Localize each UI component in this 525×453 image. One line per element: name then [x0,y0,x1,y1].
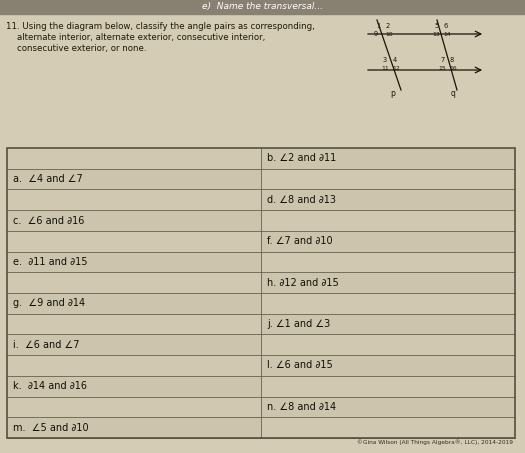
Text: p: p [391,89,395,98]
Text: 2: 2 [386,23,390,29]
Text: 9: 9 [374,31,378,37]
Bar [261,355,515,376]
Text: b. ∠2 and ∂11: b. ∠2 and ∂11 [267,154,336,164]
Text: 10: 10 [385,32,393,37]
Text: 16: 16 [449,66,457,71]
Bar [7,314,261,334]
Text: a.  ∠4 and ∠7: a. ∠4 and ∠7 [13,174,83,184]
Bar [7,376,261,396]
Text: 8: 8 [450,57,454,63]
Bar [261,169,515,189]
Text: 4: 4 [393,57,397,63]
Bar [7,355,261,376]
Bar [261,314,515,334]
Bar [7,231,261,251]
Bar [261,189,515,210]
Text: alternate interior, alternate exterior, consecutive interior,: alternate interior, alternate exterior, … [6,33,265,42]
Text: 6: 6 [444,23,448,29]
Text: 12: 12 [392,66,400,71]
Bar [7,148,515,438]
Bar [7,396,261,417]
Text: 11. Using the diagram below, classify the angle pairs as corresponding,: 11. Using the diagram below, classify th… [6,22,315,31]
Bar [0,0,525,14]
Text: l. ∠6 and ∂15: l. ∠6 and ∂15 [267,361,333,371]
Text: 11: 11 [381,66,388,71]
Bar [7,417,261,438]
Bar [7,210,261,231]
Text: 3: 3 [383,57,387,63]
Text: 1: 1 [376,23,380,29]
Text: f. ∠7 and ∂10: f. ∠7 and ∂10 [267,236,333,246]
Text: 13: 13 [432,32,439,37]
Text: h. ∂12 and ∂15: h. ∂12 and ∂15 [267,278,339,288]
Text: c.  ∠6 and ∂16: c. ∠6 and ∂16 [13,216,85,226]
Text: j. ∠1 and ∠3: j. ∠1 and ∠3 [267,319,330,329]
Text: e.  ∂11 and ∂15: e. ∂11 and ∂15 [13,257,88,267]
Text: d. ∠8 and ∂13: d. ∠8 and ∂13 [267,195,336,205]
Text: n. ∠8 and ∂14: n. ∠8 and ∂14 [267,402,336,412]
Bar [7,334,261,355]
Text: m.  ∠5 and ∂10: m. ∠5 and ∂10 [13,423,89,433]
Text: i.  ∠6 and ∠7: i. ∠6 and ∠7 [13,340,79,350]
Bar [261,396,515,417]
Bar [261,376,515,396]
Bar [7,169,261,189]
Bar [7,148,261,169]
Bar [7,272,261,293]
Text: q: q [450,89,456,98]
Text: g.  ∠9 and ∂14: g. ∠9 and ∂14 [13,299,85,308]
Text: e)  Name the transversal...: e) Name the transversal... [203,3,323,11]
Bar [261,334,515,355]
Bar [7,189,261,210]
Bar [261,293,515,314]
Bar [261,231,515,251]
Bar [261,417,515,438]
Bar [7,251,261,272]
Bar [261,148,515,169]
Bar [7,148,515,438]
Bar [261,251,515,272]
Text: ©Gina Wilson (All Things Algebra®, LLC), 2014-2019: ©Gina Wilson (All Things Algebra®, LLC),… [357,439,513,445]
Bar [261,210,515,231]
Text: k.  ∂14 and ∂16: k. ∂14 and ∂16 [13,381,87,391]
Bar [261,272,515,293]
Text: 14: 14 [443,32,450,37]
Text: 15: 15 [438,66,446,71]
Text: 5: 5 [434,23,438,29]
Text: consecutive exterior, or none.: consecutive exterior, or none. [6,44,146,53]
Text: 7: 7 [440,57,444,63]
Bar [7,293,261,314]
